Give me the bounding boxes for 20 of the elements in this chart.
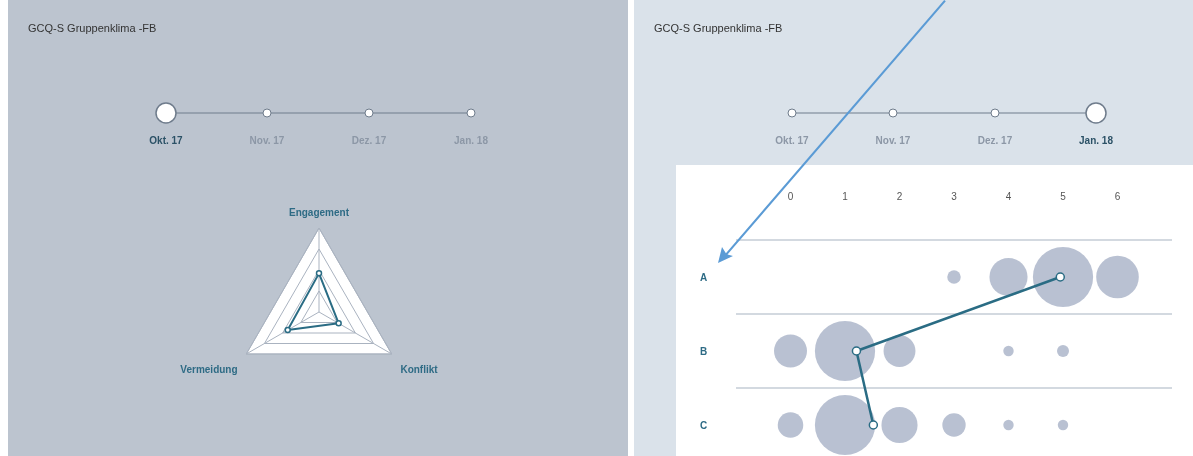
x-tick-label: 3 [951,191,958,202]
x-tick-label: 0 [787,191,794,202]
spoke-label: Vermeidung [180,364,238,375]
text: Jan. 18 [1078,135,1114,146]
spoke-label: Engagement [288,207,350,218]
chart-title: GCQ-S Gruppenklima -FB [28,22,157,34]
x-tick-label: 1 [842,191,849,202]
text: Okt. 17 [774,135,810,146]
chart-title: GCQ-S Gruppenklima -FB [654,22,783,34]
y-tick-label: A [700,272,708,283]
x-tick-label: 6 [1114,191,1121,202]
x-tick-label: 5 [1060,191,1067,202]
text: Nov. 17 [874,135,912,146]
y-tick-label: C [700,420,708,431]
x-tick-label: 4 [1005,191,1012,202]
y-tick-label: B [700,346,708,357]
x-tick-label: 2 [896,191,903,202]
spoke-label: Konflikt [400,364,439,375]
text: Okt. 17 [148,135,184,146]
text: Dez. 17 [976,135,1014,146]
